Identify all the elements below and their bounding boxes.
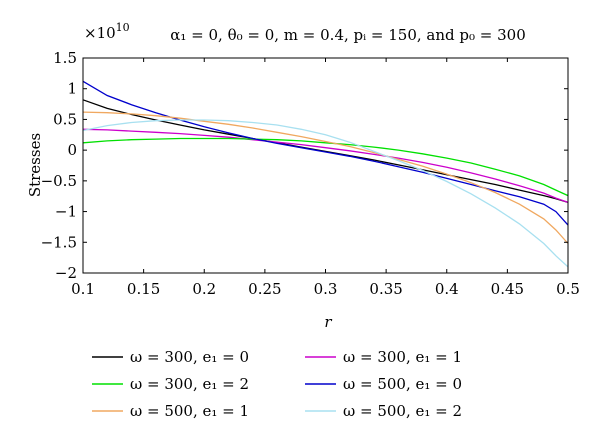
- series-line-4: [82, 80, 569, 226]
- x-tick-label: 0.45: [491, 280, 524, 298]
- legend-label-3: ω = 300, e₁ = 2: [130, 375, 249, 393]
- y-tick-label: −1: [55, 203, 77, 221]
- series-layer: [82, 80, 569, 268]
- y-tick-label: 1.5: [53, 49, 77, 67]
- plot-frame: [82, 57, 569, 274]
- legend-label-5: ω = 500, e₁ = 1: [130, 402, 249, 420]
- x-tick-label: 0.3: [314, 280, 338, 298]
- chart-title: α₁ = 0, θ₀ = 0, m = 0.4, pᵢ = 150, and p…: [170, 26, 526, 44]
- x-tick-label: 0.35: [369, 280, 402, 298]
- legend-label-4: ω = 500, e₁ = 0: [343, 375, 462, 393]
- tick-layer: 0.1 0.15 0.2 0.25 0.3 0.35 0.4 0.45 0.5 −2 −1.5 −1 −…: [41, 49, 580, 298]
- x-tick-label: 0.15: [127, 280, 160, 298]
- series-line-6: [82, 119, 569, 268]
- legend-label-1: ω = 300, e₁ = 0: [130, 348, 249, 366]
- x-tick-label: 0.5: [556, 280, 580, 298]
- x-axis-label: r: [324, 313, 332, 331]
- y-axis-label: Stresses: [26, 133, 44, 197]
- y-tick-label: 0: [67, 141, 77, 159]
- y-tick-label: −1.5: [41, 233, 77, 251]
- x-tick-label: 0.4: [435, 280, 459, 298]
- legend-label-2: ω = 300, e₁ = 1: [343, 348, 462, 366]
- x-tick-label: 0.25: [248, 280, 281, 298]
- y-tick-label: −0.5: [41, 172, 77, 190]
- y-axis-multiplier: ×1010: [84, 21, 130, 42]
- y-tick-label: 0.5: [53, 110, 77, 128]
- x-tick-label: 0.2: [192, 280, 216, 298]
- y-tick-label: 1: [67, 80, 77, 98]
- x-tick-label: 0.1: [71, 280, 95, 298]
- y-tick-label: −2: [55, 264, 77, 282]
- series-line-5: [82, 111, 569, 244]
- legend-label-6: ω = 500, e₁ = 2: [343, 402, 462, 420]
- legend: ω = 300, e₁ = 0 ω = 300, e₁ = 1 ω = 300, e…: [92, 348, 462, 420]
- series-line-2: [82, 128, 569, 204]
